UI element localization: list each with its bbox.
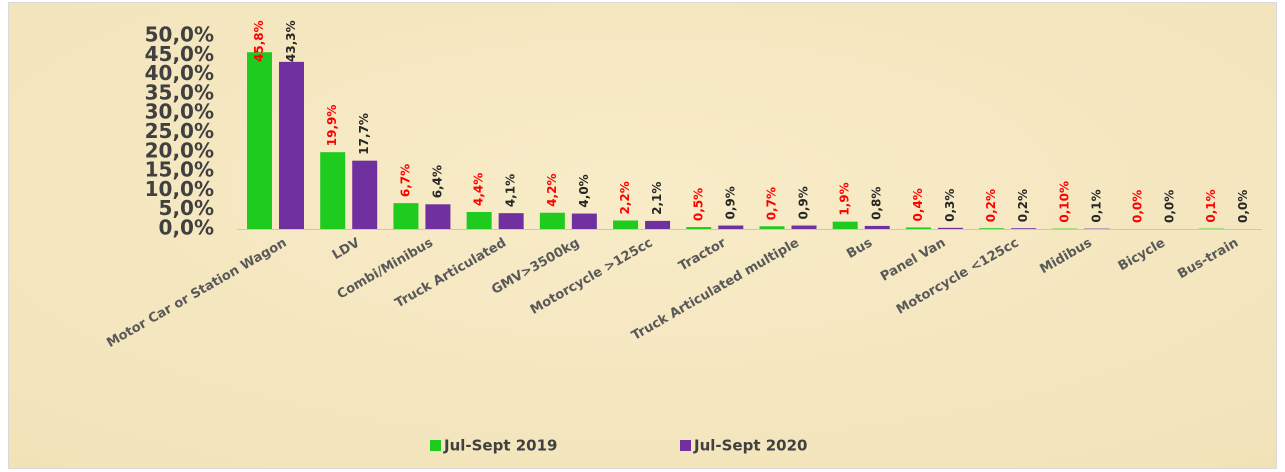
y-tick-label: 30,0% — [145, 100, 214, 124]
value-label: 2,1% — [650, 182, 664, 215]
bar — [320, 152, 346, 229]
bar — [613, 220, 639, 229]
y-tick-label: 20,0% — [145, 138, 214, 162]
bar — [645, 220, 671, 229]
value-label: 43,3% — [284, 20, 298, 62]
value-label: 0,4% — [911, 188, 925, 221]
value-label: 4,0% — [577, 174, 591, 207]
value-label: 0,9% — [723, 186, 737, 219]
bar — [979, 228, 1005, 229]
bar — [279, 61, 304, 229]
bar — [791, 225, 817, 229]
value-label: 0,0% — [1163, 190, 1177, 223]
value-label: 0,5% — [691, 188, 705, 221]
value-label: 0,0% — [1236, 190, 1250, 223]
legend-swatch — [680, 440, 691, 451]
y-tick-label: 40,0% — [145, 61, 214, 85]
value-label: 1,9% — [838, 182, 852, 215]
y-tick-label: 25,0% — [145, 119, 214, 143]
bar — [1011, 228, 1037, 229]
value-label: 0,1% — [1204, 189, 1218, 222]
legend-label: Jul-Sept 2020 — [693, 437, 807, 455]
value-label: 45,8% — [252, 20, 266, 62]
value-label: 4,4% — [472, 173, 486, 206]
bar — [937, 227, 963, 229]
y-tick-label: 5,0% — [159, 196, 214, 220]
bar — [832, 221, 858, 229]
bar — [686, 227, 712, 229]
value-label: 0,0% — [1131, 190, 1145, 223]
legend-swatch — [430, 440, 441, 451]
bar — [759, 226, 785, 229]
y-tick-label: 0,0% — [159, 216, 214, 240]
value-label: 4,1% — [504, 174, 518, 207]
bar — [247, 52, 272, 229]
bar — [393, 203, 419, 229]
value-label: 6,4% — [430, 165, 444, 198]
bar — [539, 212, 565, 229]
y-tick-label: 50,0% — [145, 23, 214, 47]
value-label: 17,7% — [357, 113, 371, 155]
legend-label: Jul-Sept 2019 — [443, 437, 557, 455]
bar — [571, 213, 597, 229]
value-label: 0,9% — [797, 186, 811, 219]
bar — [498, 213, 524, 229]
value-label: 2,2% — [618, 181, 632, 214]
value-label: 0,10% — [1057, 181, 1071, 223]
value-label: 6,7% — [398, 164, 412, 197]
y-tick-label: 15,0% — [145, 158, 214, 182]
value-label: 0,8% — [870, 187, 884, 220]
value-label: 0,2% — [984, 189, 998, 222]
value-label: 0,1% — [1089, 189, 1103, 222]
bar — [352, 160, 378, 229]
chart-background — [8, 2, 1277, 469]
bar — [425, 204, 451, 229]
value-label: 4,2% — [545, 174, 559, 207]
bar — [466, 212, 492, 229]
value-label: 0,2% — [1016, 189, 1030, 222]
value-label: 19,9% — [325, 105, 339, 147]
y-tick-label: 35,0% — [145, 80, 214, 104]
value-label: 0,7% — [765, 187, 779, 220]
y-tick-label: 45,0% — [145, 42, 214, 66]
bar — [718, 225, 744, 229]
bar — [864, 225, 890, 229]
value-label: 0,3% — [943, 189, 957, 222]
y-tick-label: 10,0% — [145, 177, 214, 201]
bar — [905, 227, 931, 229]
